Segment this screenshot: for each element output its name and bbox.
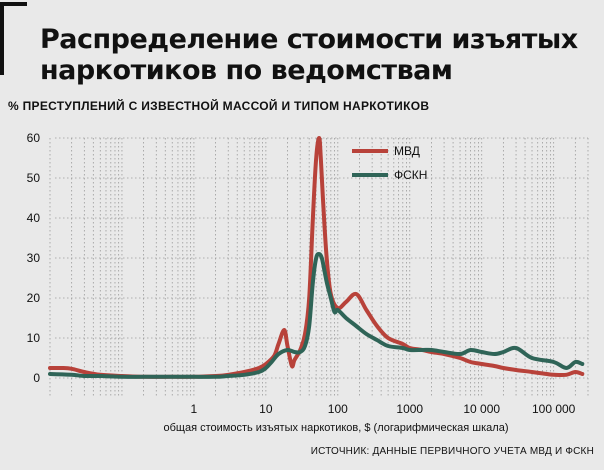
legend-label-mvd: МВД — [394, 144, 420, 158]
x-tick-label: 10 000 — [463, 402, 500, 416]
y-tick-label: 60 — [27, 131, 41, 145]
x-tick-label: 1000 — [396, 402, 423, 416]
legend-label-fskn: ФСКН — [394, 168, 427, 182]
y-tick-label: 10 — [27, 331, 41, 345]
grid — [49, 137, 589, 398]
series-line-fskn — [48, 251, 585, 379]
x-tick-label: 10 — [259, 402, 273, 416]
y-tick-label: 20 — [27, 291, 41, 305]
source-note: ИСТОЧНИК: ДАННЫЕ ПЕРВИЧНОГО УЧЕТА МВД И … — [310, 446, 594, 457]
y-tick-label: 50 — [27, 171, 41, 185]
y-tick-label: 40 — [27, 211, 41, 225]
chart-subtitle: % ПРЕСТУПЛЕНИЙ С ИЗВЕСТНОЙ МАССОЙ И ТИПО… — [8, 99, 430, 113]
axis-ticks: 0 10 20 30 40 50 60 1 10 100 1000 10 000 100 000 — [27, 131, 576, 416]
title-corner-mark — [0, 2, 27, 75]
y-tick-label: 30 — [27, 251, 41, 265]
series-lines — [48, 136, 585, 379]
x-tick-label: 100 000 — [532, 402, 576, 416]
legend: МВД ФСКН — [352, 144, 427, 182]
y-tick-label: 0 — [33, 371, 40, 385]
x-tick-label: 1 — [191, 402, 198, 416]
chart-title: Распределение стоимости изъятых наркотик… — [40, 24, 578, 86]
x-tick-label: 100 — [328, 402, 348, 416]
x-axis-label: общая стоимость изъятых наркотиков, $ (л… — [163, 422, 508, 434]
